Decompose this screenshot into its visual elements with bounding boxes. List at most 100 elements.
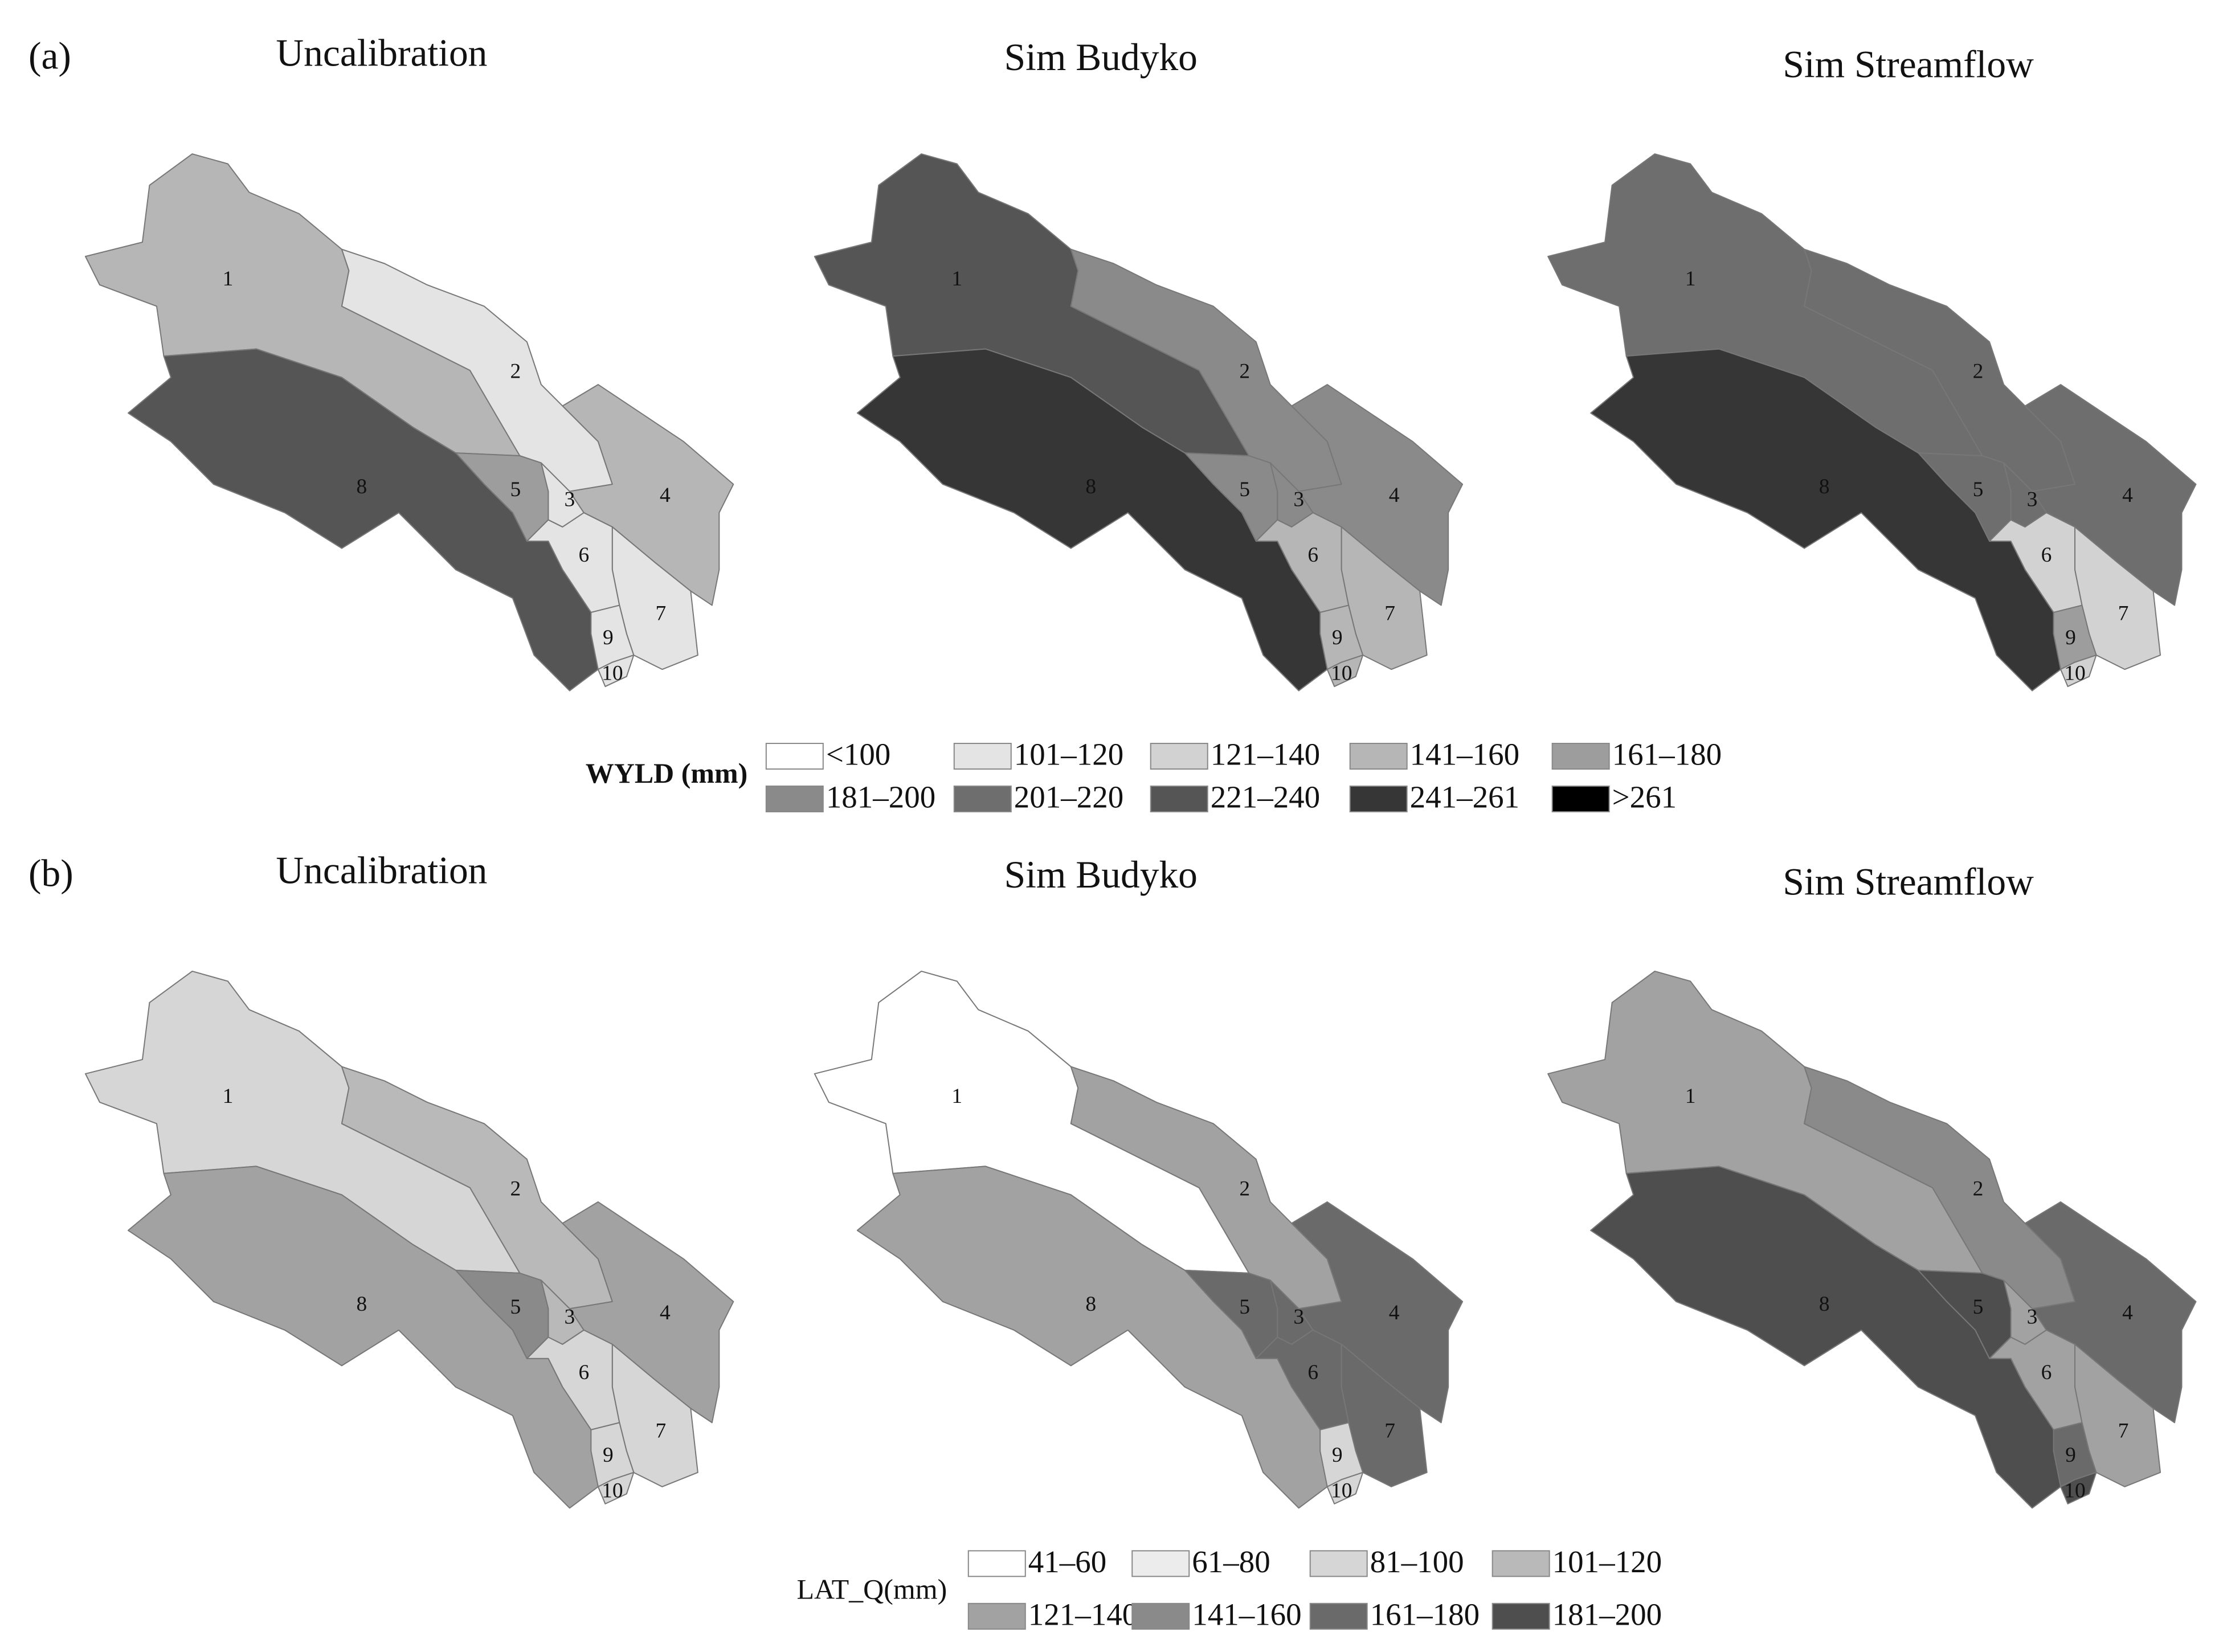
subbasin-label: 2 <box>1973 360 1984 383</box>
map: 1 2 3 4 5 6 7 8 9 10 <box>814 153 1464 692</box>
subbasin-label: 2 <box>1239 360 1250 383</box>
map-title: Sim Streamflow <box>1783 860 2034 903</box>
subbasin-label: 6 <box>1307 1361 1318 1384</box>
legend-swatch <box>1551 786 1610 813</box>
subbasin-label: 6 <box>578 543 589 567</box>
subbasin <box>2024 1201 2197 1424</box>
subbasin-label: 3 <box>564 488 575 512</box>
legend-swatch <box>1131 1602 1190 1630</box>
legend-swatch <box>1349 786 1408 813</box>
legend-label: 161–180 <box>1370 1597 1480 1631</box>
legend-label: 201–220 <box>1014 780 1123 815</box>
map-title: Uncalibration <box>276 32 487 75</box>
subbasin <box>1291 1201 1464 1424</box>
legend-label: >261 <box>1612 780 1677 815</box>
panel-tag: (a) <box>28 35 71 77</box>
subbasin <box>2074 526 2161 670</box>
subbasin <box>562 384 734 606</box>
subbasin-label: 9 <box>1332 626 1343 649</box>
subbasin-label: 10 <box>602 662 623 685</box>
subbasin <box>1326 1471 1364 1504</box>
legend-label: 41–60 <box>1028 1544 1106 1579</box>
subbasin <box>2060 655 2097 688</box>
subbasin-label: 2 <box>1239 1177 1250 1201</box>
legend-label: 121–140 <box>1028 1597 1138 1631</box>
subbasin-label: 1 <box>951 1085 962 1108</box>
subbasin-label: 5 <box>1973 478 1984 501</box>
map: 1 2 3 4 5 6 7 8 9 10 <box>1547 970 2197 1509</box>
subbasin-label: 3 <box>564 1305 575 1328</box>
subbasin-label: 2 <box>510 1177 521 1201</box>
subbasin-label: 10 <box>2064 662 2085 685</box>
subbasin-label: 8 <box>357 475 367 498</box>
subbasin-label: 5 <box>1973 1295 1984 1319</box>
subbasin <box>597 655 635 688</box>
subbasin <box>2024 384 2197 606</box>
subbasin-label: 2 <box>510 360 521 383</box>
subbasin-label: 8 <box>1819 475 1830 498</box>
subbasin-label: 7 <box>1384 1419 1395 1442</box>
legend-swatch <box>1309 1550 1368 1577</box>
legend-swatch <box>1349 743 1408 770</box>
subbasin-label: 10 <box>602 1479 623 1502</box>
legend-swatch <box>967 1602 1026 1630</box>
legend-label: 81–100 <box>1370 1544 1464 1579</box>
legend-swatch <box>765 743 824 770</box>
subbasin-label: 4 <box>2122 1301 2133 1324</box>
map-title: Sim Streamflow <box>1783 43 2034 86</box>
subbasin-label: 7 <box>1384 602 1395 625</box>
subbasin-label: 4 <box>1389 484 1400 507</box>
subbasin-label: 1 <box>223 267 234 291</box>
legend-label: 161–180 <box>1612 737 1722 772</box>
subbasin-label: 8 <box>1085 475 1096 498</box>
subbasin-label: 4 <box>2122 484 2133 507</box>
subbasin-label: 5 <box>510 1295 521 1319</box>
subbasin-label: 7 <box>655 602 666 625</box>
subbasin <box>562 1201 734 1424</box>
legend-swatch <box>967 1550 1026 1577</box>
legend-swatch <box>1309 1602 1368 1630</box>
legend-label: 141–160 <box>1192 1597 1301 1631</box>
subbasin-label: 9 <box>2065 1444 2076 1467</box>
subbasin <box>2074 1343 2161 1487</box>
legend-title: WYLD (mm) <box>586 757 748 789</box>
legend-swatch <box>1131 1550 1190 1577</box>
map: 1 2 3 4 5 6 7 8 9 10 <box>84 153 734 692</box>
subbasin-label: 8 <box>1085 1293 1096 1316</box>
legend-swatch <box>1491 1550 1550 1577</box>
legend-swatch <box>1491 1602 1550 1630</box>
legend-label: 101–120 <box>1014 737 1123 772</box>
subbasin <box>611 526 698 670</box>
subbasin-label: 2 <box>1973 1177 1984 1201</box>
legend-label: 181–200 <box>1552 1597 1662 1631</box>
subbasin <box>2060 1471 2097 1504</box>
subbasin-label: 7 <box>2118 1419 2129 1442</box>
legend-swatch <box>1150 743 1208 770</box>
subbasin-label: 5 <box>1239 478 1250 501</box>
subbasin-label: 6 <box>578 1361 589 1384</box>
subbasin-label: 4 <box>1389 1301 1400 1324</box>
subbasin-label: 1 <box>223 1085 234 1108</box>
subbasin-label: 9 <box>603 1444 614 1467</box>
map: 1 2 3 4 5 6 7 8 9 10 <box>84 970 734 1509</box>
subbasin <box>1326 655 1364 688</box>
subbasin <box>1341 1343 1428 1487</box>
subbasin-label: 10 <box>1331 1479 1352 1502</box>
map-title: Uncalibration <box>276 849 487 892</box>
legend-label: 141–160 <box>1410 737 1519 772</box>
subbasin-label: 8 <box>1819 1293 1830 1316</box>
legend-label: 241–261 <box>1410 780 1519 815</box>
subbasin-label: 9 <box>1332 1444 1343 1467</box>
subbasin-label: 7 <box>655 1419 666 1442</box>
subbasin-label: 6 <box>2041 1361 2052 1384</box>
subbasin-label: 1 <box>1685 1085 1696 1108</box>
subbasin-label: 10 <box>1331 662 1352 685</box>
legend-swatch <box>765 786 824 813</box>
subbasin <box>1291 384 1464 606</box>
subbasin-label: 9 <box>2065 626 2076 649</box>
legend-swatch <box>1150 786 1208 813</box>
subbasin-label: 1 <box>951 267 962 291</box>
subbasin <box>597 1471 635 1504</box>
